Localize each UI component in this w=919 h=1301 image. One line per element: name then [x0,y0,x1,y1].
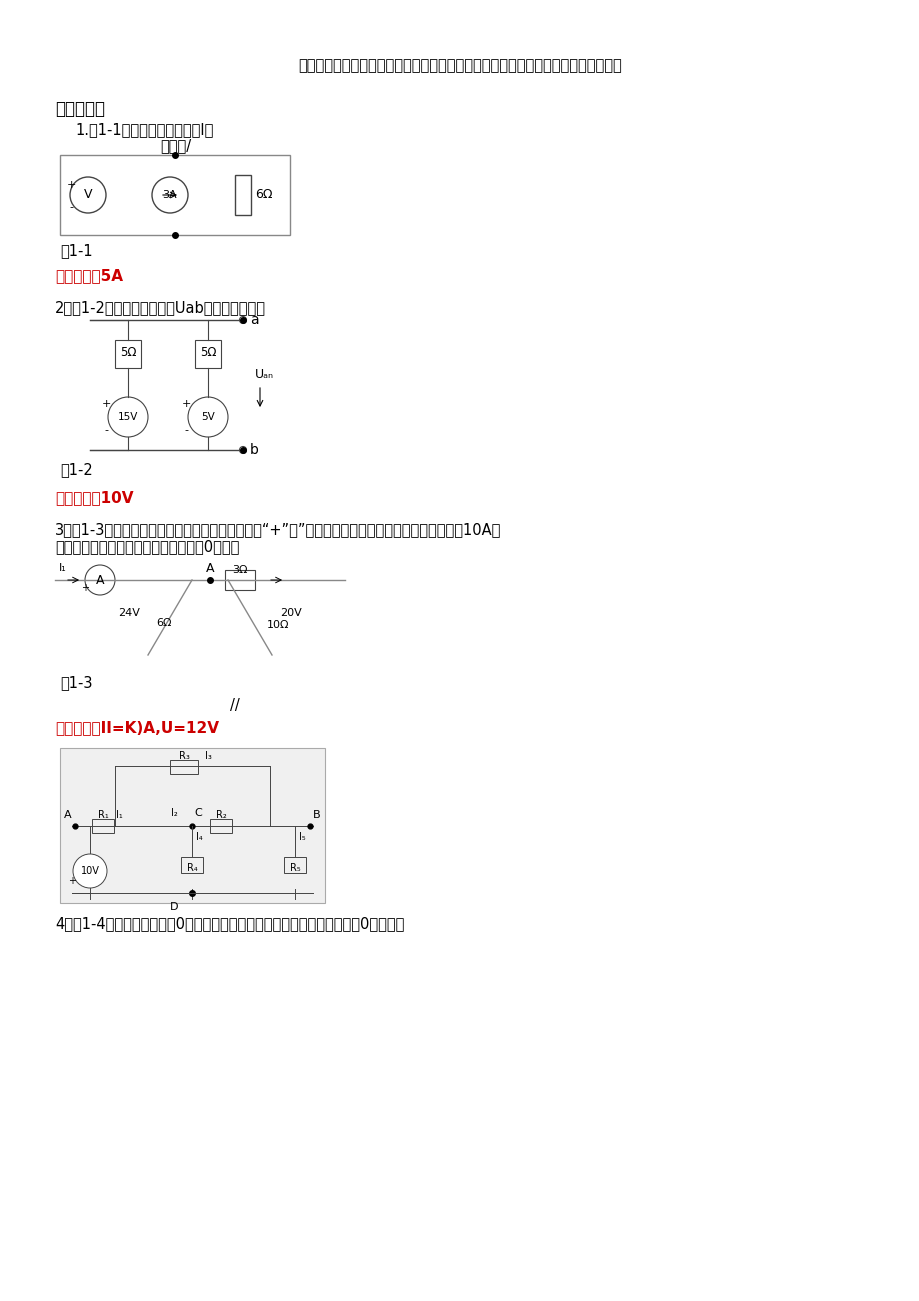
Text: 有关电流、电压方向也表示在图中，则0正确。: 有关电流、电压方向也表示在图中，则0正确。 [55,539,239,554]
Text: 3．图1-3所示的电路中，电流表的正、负接线端用“+”、”号标出，现电流表指针正向偏转，示数为10A，: 3．图1-3所示的电路中，电流表的正、负接线端用“+”、”号标出，现电流表指针正… [55,522,501,537]
Circle shape [152,177,187,213]
Text: 6Ω: 6Ω [156,618,171,628]
Text: +: + [81,583,89,593]
Text: 5V: 5V [201,412,215,422]
Text: -: - [184,425,187,435]
Text: Uₐₙ: Uₐₙ [255,368,274,381]
Bar [60,155,289,235]
Text: 5Ω: 5Ω [119,346,136,359]
Bar [225,570,255,589]
Bar [170,760,199,774]
Text: 6Ω: 6Ω [255,189,272,202]
Bar [92,818,114,833]
Circle shape [187,397,228,437]
Circle shape [108,397,148,437]
Text: 10V: 10V [81,866,99,876]
Text: 图1-2: 图1-2 [60,462,93,477]
Text: a: a [250,314,258,327]
Text: 1.图1-1所示的电路中，电流I为: 1.图1-1所示的电路中，电流I为 [75,122,213,137]
Text: R₅: R₅ [289,863,300,873]
Text: A: A [206,562,214,575]
Text: B: B [312,809,321,820]
Text: 一、单选题: 一、单选题 [55,100,105,118]
Text: -: - [104,425,108,435]
Bar [234,176,251,215]
Text: 图1-1: 图1-1 [60,243,93,258]
Text: -: - [69,202,73,212]
Text: V: V [84,189,92,202]
Circle shape [70,177,106,213]
Text: R₄: R₄ [187,863,198,873]
Circle shape [85,565,115,595]
Text: 国家开放大学一网一平台《电工电子技术》形考任务平时作业网考单选题题库及答案: 国家开放大学一网一平台《电工电子技术》形考任务平时作业网考单选题题库及答案 [298,59,621,73]
Text: b: b [250,444,258,457]
Text: A: A [96,574,104,587]
Bar [60,748,324,903]
Text: 正确答案：II=K)A,U=12V: 正确答案：II=K)A,U=12V [55,719,219,735]
Text: （）。/: （）。/ [160,138,191,154]
Bar [284,857,306,873]
Text: I₁: I₁ [59,563,67,572]
Text: R₁: R₁ [97,811,108,821]
Text: 2．图1-2所示电路中，电压Uab的数值是（）。: 2．图1-2所示电路中，电压Uab的数值是（）。 [55,301,266,315]
Text: 图1-3: 图1-3 [60,675,93,690]
Text: A: A [64,809,72,820]
Text: 正确答案：10V: 正确答案：10V [55,490,133,505]
Bar [195,340,221,368]
Text: 5Ω: 5Ω [199,346,216,359]
Text: 20V: 20V [279,608,301,618]
Text: R₂: R₂ [216,811,227,821]
Circle shape [239,446,246,454]
Text: I₁: I₁ [116,811,122,821]
Text: I₃: I₃ [205,751,211,761]
Text: R₃: R₃ [179,751,189,761]
Circle shape [73,853,107,889]
Text: 15V: 15V [118,412,138,422]
Text: I₄: I₄ [197,833,203,843]
Text: +: + [181,399,190,409]
Text: 10Ω: 10Ω [267,621,289,631]
Text: +: + [68,876,76,886]
Text: 24V: 24V [118,608,140,618]
Text: //: // [230,699,240,713]
Text: C: C [194,808,202,817]
Circle shape [239,316,246,324]
Text: 正确答案：5A: 正确答案：5A [55,268,123,284]
Bar [115,340,141,368]
Bar [210,818,233,833]
Text: +: + [66,180,75,190]
Text: I₂: I₂ [171,808,177,817]
Text: +: + [101,399,110,409]
Text: D: D [170,902,178,912]
Text: 4．图1-4所示的电路中包含0条支路，用支路电流法分析该电路，需要列写0个方程。: 4．图1-4所示的电路中包含0条支路，用支路电流法分析该电路，需要列写0个方程。 [55,916,404,932]
Text: I₅: I₅ [299,833,305,843]
Text: 3A: 3A [163,190,177,200]
Text: 3Ω: 3Ω [232,565,247,575]
Bar [181,857,203,873]
